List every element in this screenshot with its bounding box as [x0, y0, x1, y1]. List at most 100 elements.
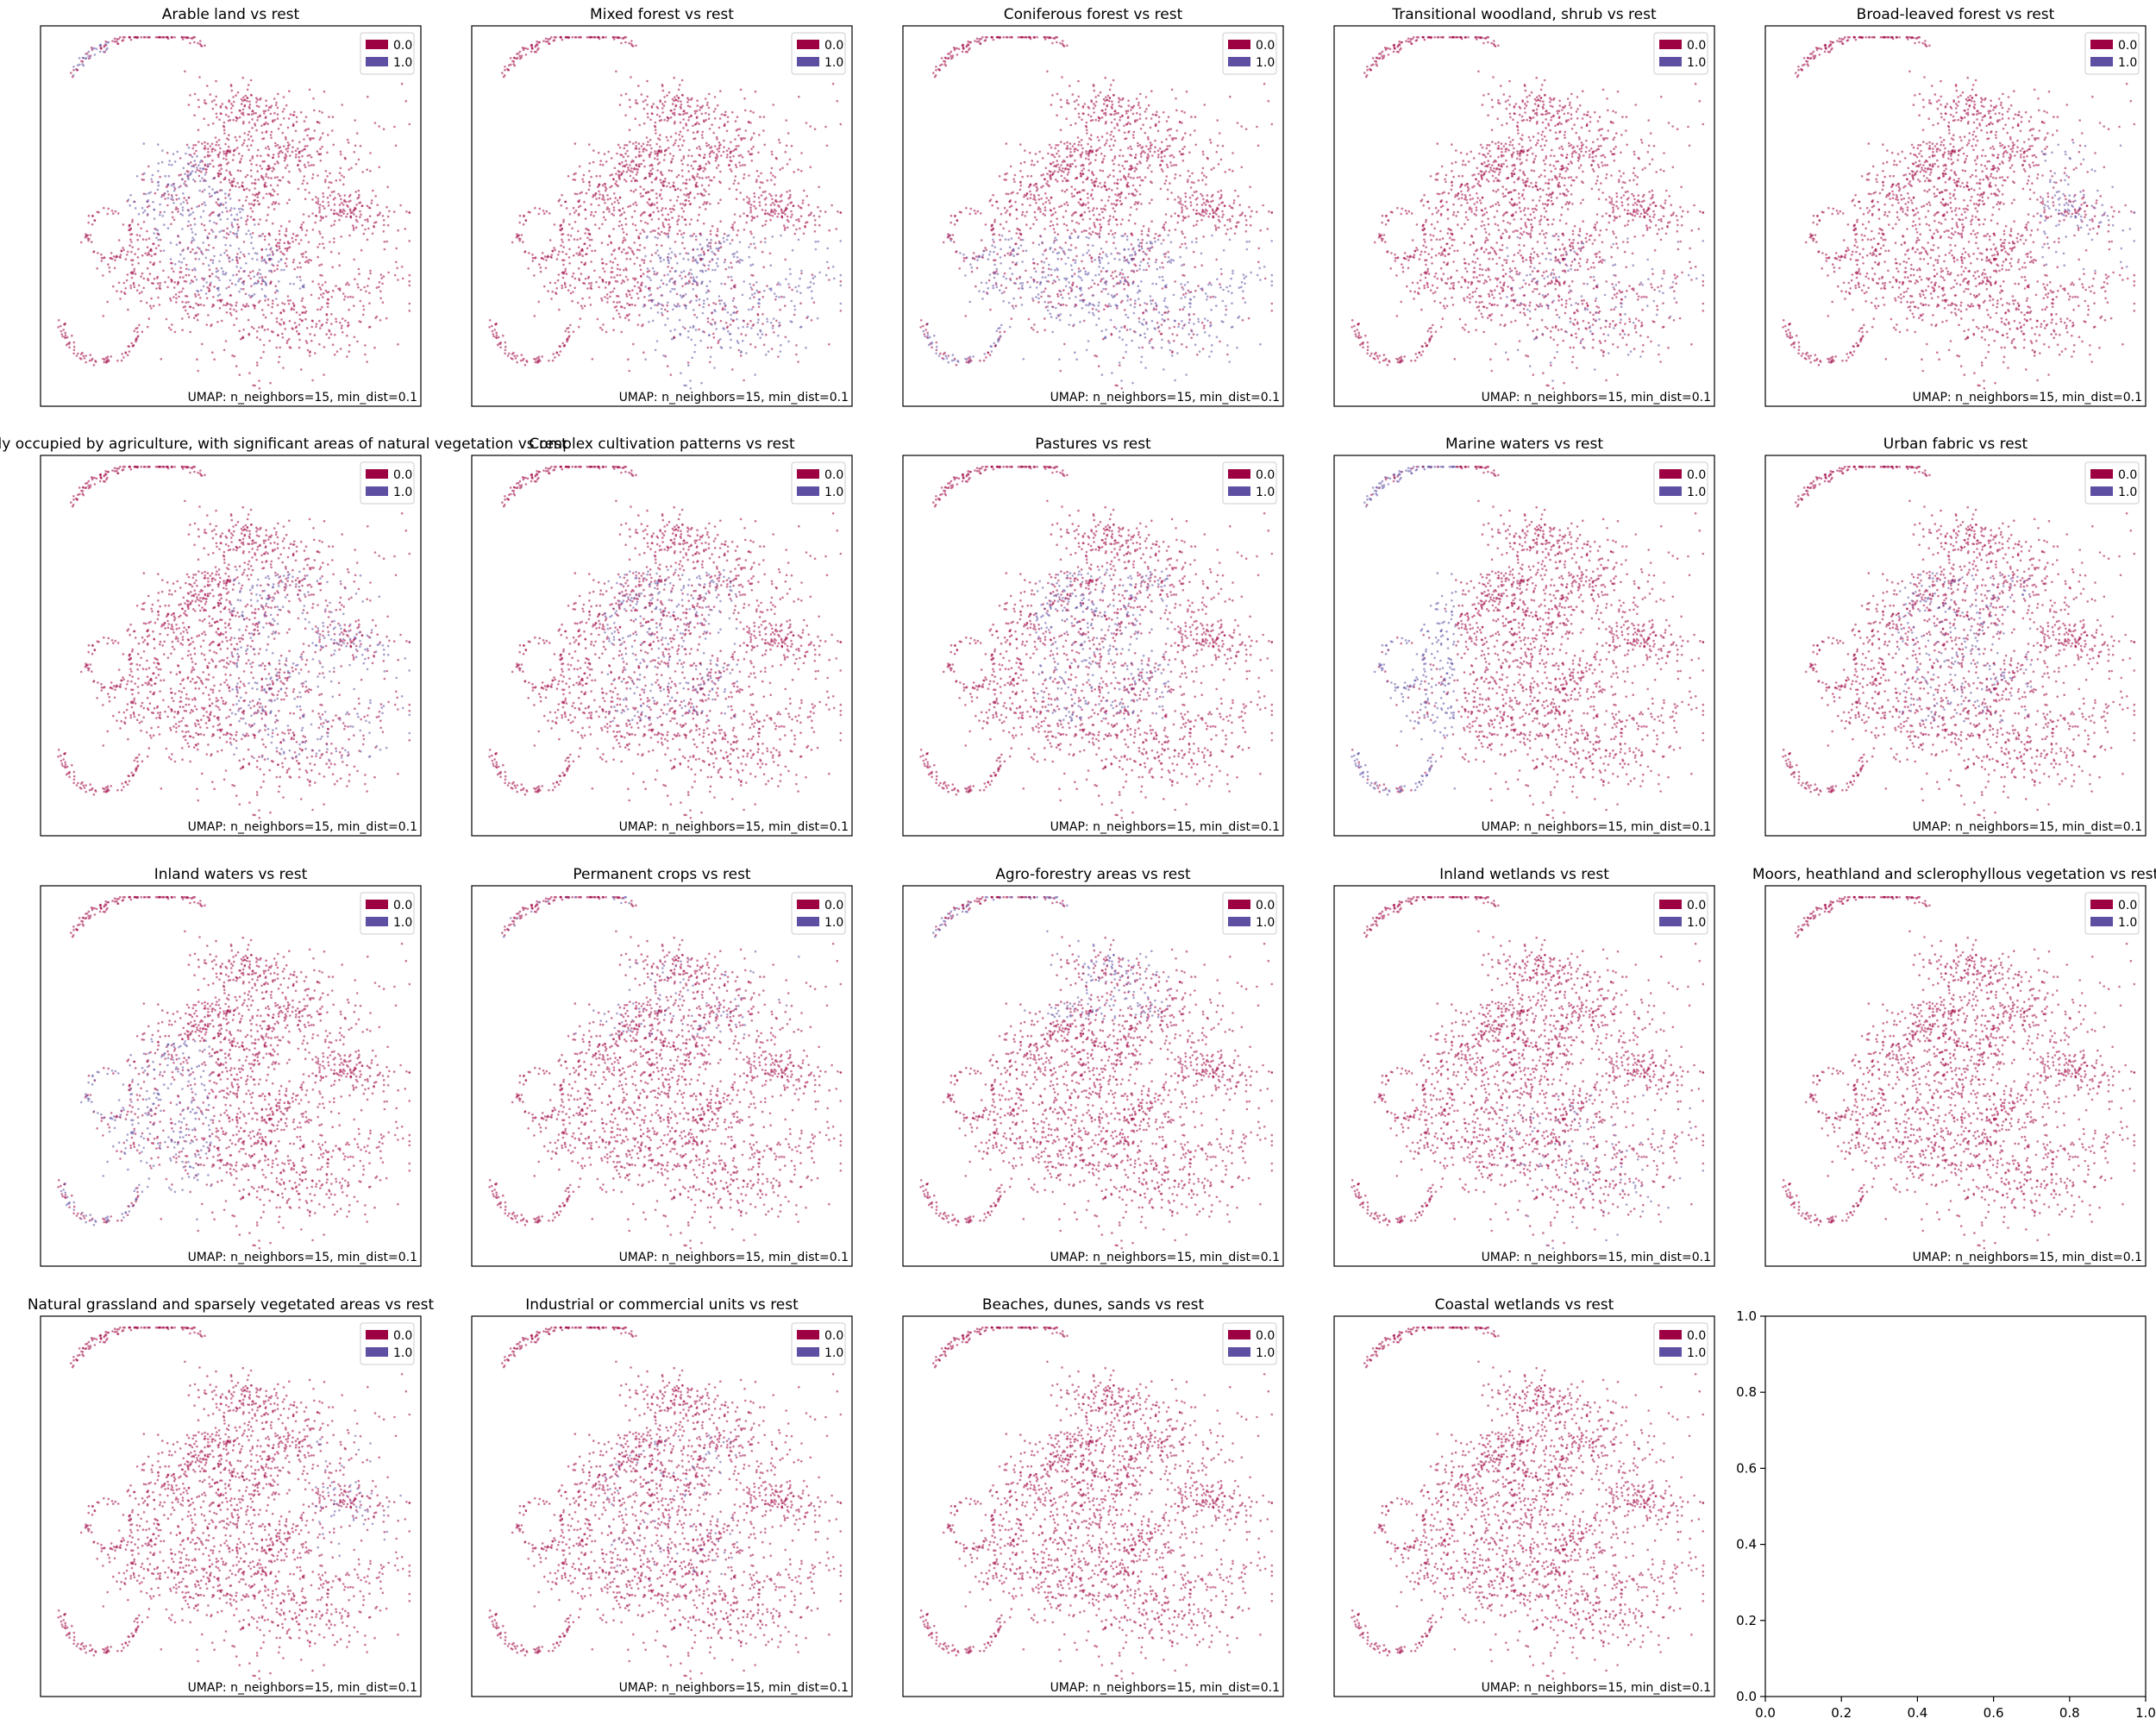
point — [590, 260, 592, 263]
point — [285, 148, 288, 151]
point — [274, 163, 277, 166]
point — [689, 105, 692, 108]
point — [680, 334, 682, 336]
point — [126, 279, 128, 282]
point — [817, 206, 819, 209]
point — [298, 314, 301, 317]
point — [688, 196, 691, 198]
point — [235, 94, 237, 97]
point — [827, 267, 830, 270]
point — [714, 96, 717, 98]
point — [221, 229, 223, 232]
point — [800, 152, 803, 154]
point — [601, 242, 604, 244]
point — [595, 281, 598, 284]
point — [706, 102, 709, 104]
point — [736, 129, 739, 131]
point — [1111, 294, 1113, 297]
point — [183, 201, 185, 204]
point — [714, 145, 717, 147]
point — [158, 185, 160, 187]
point — [576, 239, 579, 242]
point — [326, 175, 329, 178]
point — [236, 236, 239, 239]
point — [278, 128, 280, 130]
point — [661, 207, 664, 210]
point — [690, 387, 693, 390]
point — [112, 285, 115, 288]
point — [327, 197, 329, 199]
point — [635, 224, 637, 227]
point — [87, 234, 90, 236]
point — [230, 207, 233, 210]
point — [280, 258, 283, 260]
point — [598, 152, 600, 154]
point — [586, 248, 589, 250]
point — [1188, 175, 1191, 178]
point — [94, 53, 97, 56]
point — [649, 286, 651, 289]
point — [254, 252, 257, 254]
point — [724, 124, 726, 127]
point — [137, 248, 140, 251]
point — [694, 112, 697, 115]
point — [323, 91, 326, 93]
point — [673, 181, 675, 184]
point — [687, 105, 690, 108]
point — [229, 149, 232, 152]
point — [174, 263, 177, 266]
point — [680, 100, 682, 103]
point — [346, 355, 348, 358]
point — [581, 179, 584, 181]
point — [73, 349, 76, 352]
point — [670, 135, 673, 138]
point — [322, 205, 324, 208]
point — [160, 211, 162, 214]
point — [256, 193, 259, 196]
point — [265, 122, 267, 124]
point — [209, 285, 211, 287]
point — [570, 235, 573, 237]
point — [837, 210, 839, 213]
point — [692, 167, 694, 170]
point — [232, 104, 235, 107]
point — [395, 248, 398, 250]
point — [266, 193, 268, 196]
point — [824, 210, 827, 213]
point — [760, 172, 762, 175]
point — [172, 202, 175, 204]
point — [200, 289, 203, 292]
point — [168, 160, 171, 162]
point — [699, 146, 701, 148]
point — [197, 42, 199, 45]
point — [542, 252, 544, 254]
point — [204, 147, 207, 150]
point — [283, 96, 285, 98]
point — [702, 271, 705, 273]
point — [654, 229, 656, 232]
point — [273, 154, 275, 156]
point — [1102, 170, 1105, 172]
point — [683, 140, 686, 142]
point — [329, 172, 331, 175]
point — [693, 197, 696, 199]
point — [560, 350, 562, 353]
point — [578, 254, 580, 257]
point — [329, 241, 331, 243]
point — [732, 319, 735, 322]
point — [332, 343, 335, 346]
point — [137, 223, 140, 226]
point — [744, 110, 747, 112]
point — [653, 271, 655, 273]
point — [216, 113, 218, 116]
point — [223, 122, 226, 124]
point — [151, 181, 154, 184]
subplot-title: Coniferous forest vs rest — [1004, 6, 1183, 23]
point — [245, 262, 248, 265]
point — [297, 267, 299, 269]
point — [93, 250, 96, 253]
point — [689, 223, 692, 226]
point — [734, 179, 736, 182]
point — [332, 290, 335, 292]
point — [282, 176, 285, 179]
